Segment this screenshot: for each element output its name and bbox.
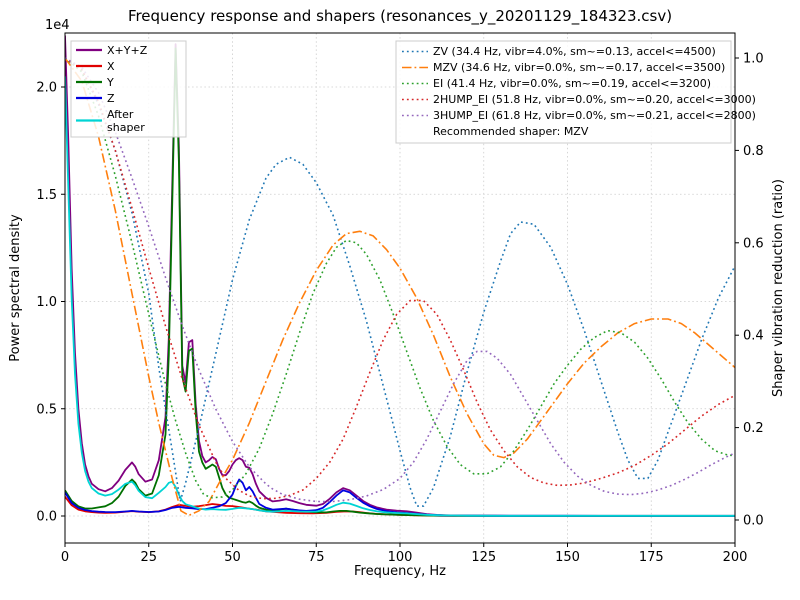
y-right-tick-label: 0.2 [743, 421, 764, 436]
legend-psd-label: shaper [107, 121, 145, 134]
y-right-tick-label: 0.6 [743, 236, 764, 251]
x-tick-label: 175 [639, 550, 664, 565]
series-line-after-shaper [65, 76, 735, 517]
series-line-2hump_ei [65, 57, 735, 500]
legend-shaper-label: MZV (34.6 Hz, vibr=0.0%, sm~=0.17, accel… [433, 61, 725, 74]
y-left-tick-label: 0.5 [36, 402, 57, 417]
y-left-axis-label: Power spectral density [8, 214, 23, 362]
y-left-tick-label: 2.0 [36, 81, 57, 96]
y-right-tick-label: 0.0 [743, 514, 764, 529]
x-tick-label: 200 [723, 550, 748, 565]
y-right-tick-label: 1.0 [743, 52, 764, 67]
legend-shapers-box [395, 40, 732, 144]
x-tick-label: 100 [388, 550, 413, 565]
legend-shaper-label: EI (41.4 Hz, vibr=0.0%, sm~=0.19, accel<… [433, 77, 711, 90]
legend-shaper-label: 3HUMP_EI (61.8 Hz, vibr=0.0%, sm~=0.21, … [433, 109, 756, 122]
series-line-x+y+z [65, 35, 735, 517]
series-layer [65, 35, 735, 517]
y-left-tick-label: 1.0 [36, 295, 57, 310]
legend-psd-label: After [107, 108, 134, 121]
legend-shaper-label: 2HUMP_EI (51.8 Hz, vibr=0.0%, sm~=0.20, … [433, 93, 756, 106]
x-axis-label: Frequency, Hz [354, 564, 446, 579]
series-line-3hump_ei [65, 57, 735, 503]
x-tick-label: 125 [471, 550, 496, 565]
legend-psd-label: Y [106, 76, 114, 89]
legend-psd-label: Z [107, 92, 115, 105]
x-tick-label: 150 [555, 550, 580, 565]
x-tick-label: 0 [61, 550, 69, 565]
legend-psd-label: X [107, 60, 115, 73]
legend-shapers: ZV (34.4 Hz, vibr=4.0%, sm~=0.13, accel<… [395, 40, 756, 144]
y-left-tick-label: 1.5 [36, 188, 57, 203]
chart-title: Frequency response and shapers (resonanc… [128, 7, 672, 26]
axes-layer: 0 25 50 75 100 125 150 175 200 0.0 0.5 1.0 1.5 2.0 0.0… [36, 32, 764, 565]
x-tick-label: 25 [140, 550, 157, 565]
series-line-zv [65, 57, 735, 507]
x-tick-label: 50 [224, 550, 241, 565]
x-tick-label: 75 [308, 550, 325, 565]
y-left-offset-text: 1e4 [45, 18, 70, 33]
legend-psd-label: X+Y+Z [107, 44, 148, 57]
series-line-ei [65, 57, 735, 499]
legend-recommended-note: Recommended shaper: MZV [433, 125, 589, 138]
y-left-tick-label: 0.0 [36, 510, 57, 525]
y-right-tick-label: 0.8 [743, 144, 764, 159]
series-line-y [65, 47, 735, 517]
y-right-axis-label: Shaper vibration reduction (ratio) [771, 179, 786, 397]
y-right-tick-label: 0.4 [743, 329, 764, 344]
legend-shaper-label: ZV (34.4 Hz, vibr=4.0%, sm~=0.13, accel<… [433, 45, 716, 58]
